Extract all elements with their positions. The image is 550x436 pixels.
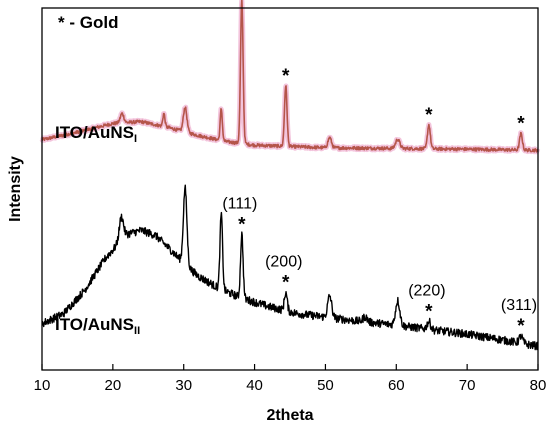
series-label-sub: II [134, 325, 140, 337]
y-axis-label: Intensity [7, 156, 24, 222]
series-label-main: ITO/AuNS [55, 315, 134, 334]
x-tick-label: 70 [459, 377, 476, 394]
series-label-ito-auns-ii: ITO/AuNSII [55, 315, 140, 337]
x-axis-label: 2theta [266, 407, 313, 424]
hkl-annotation: (311) [501, 297, 537, 314]
x-tick-label: 30 [175, 377, 192, 394]
x-tick-label: 80 [530, 377, 547, 394]
plot-frame [41, 7, 539, 371]
hkl-annotation: (220) [408, 282, 445, 299]
mark-layer: * * * * * * * * (111) (200) (220) (311) [222, 0, 537, 337]
gold-peak-marker: * [238, 0, 246, 2]
x-tick-label: 40 [246, 377, 263, 394]
series-label-main: ITO/AuNS [55, 123, 134, 142]
gold-legend: * - Gold [58, 13, 118, 32]
gold-peak-marker: * [238, 214, 246, 235]
x-tick-label: 60 [388, 377, 405, 394]
series-line-ito-auns-ii [41, 184, 539, 351]
gold-peak-marker: * [282, 66, 290, 87]
gold-legend-label: - Gold [65, 13, 119, 32]
gold-legend-marker: * [58, 13, 65, 32]
x-tick-label: 10 [34, 377, 51, 394]
series-line-ito-auns-i [41, 0, 539, 153]
hkl-annotation: (111) [222, 195, 257, 212]
hkl-annotation: (200) [265, 254, 302, 271]
gold-peak-marker: * [282, 273, 290, 294]
gold-peak-marker: * [517, 114, 525, 135]
x-tick-label: 20 [105, 377, 122, 394]
x-tick-label: 50 [317, 377, 334, 394]
series-layer [39, 0, 541, 351]
series-label-sub: I [134, 133, 137, 145]
gold-peak-marker: * [425, 301, 433, 322]
gold-peak-marker: * [517, 316, 525, 337]
series-label-ito-auns-i: ITO/AuNSI [55, 123, 137, 145]
gold-peak-marker: * [425, 105, 433, 126]
x-ticks: 10 20 30 40 50 60 70 80 [34, 364, 547, 394]
